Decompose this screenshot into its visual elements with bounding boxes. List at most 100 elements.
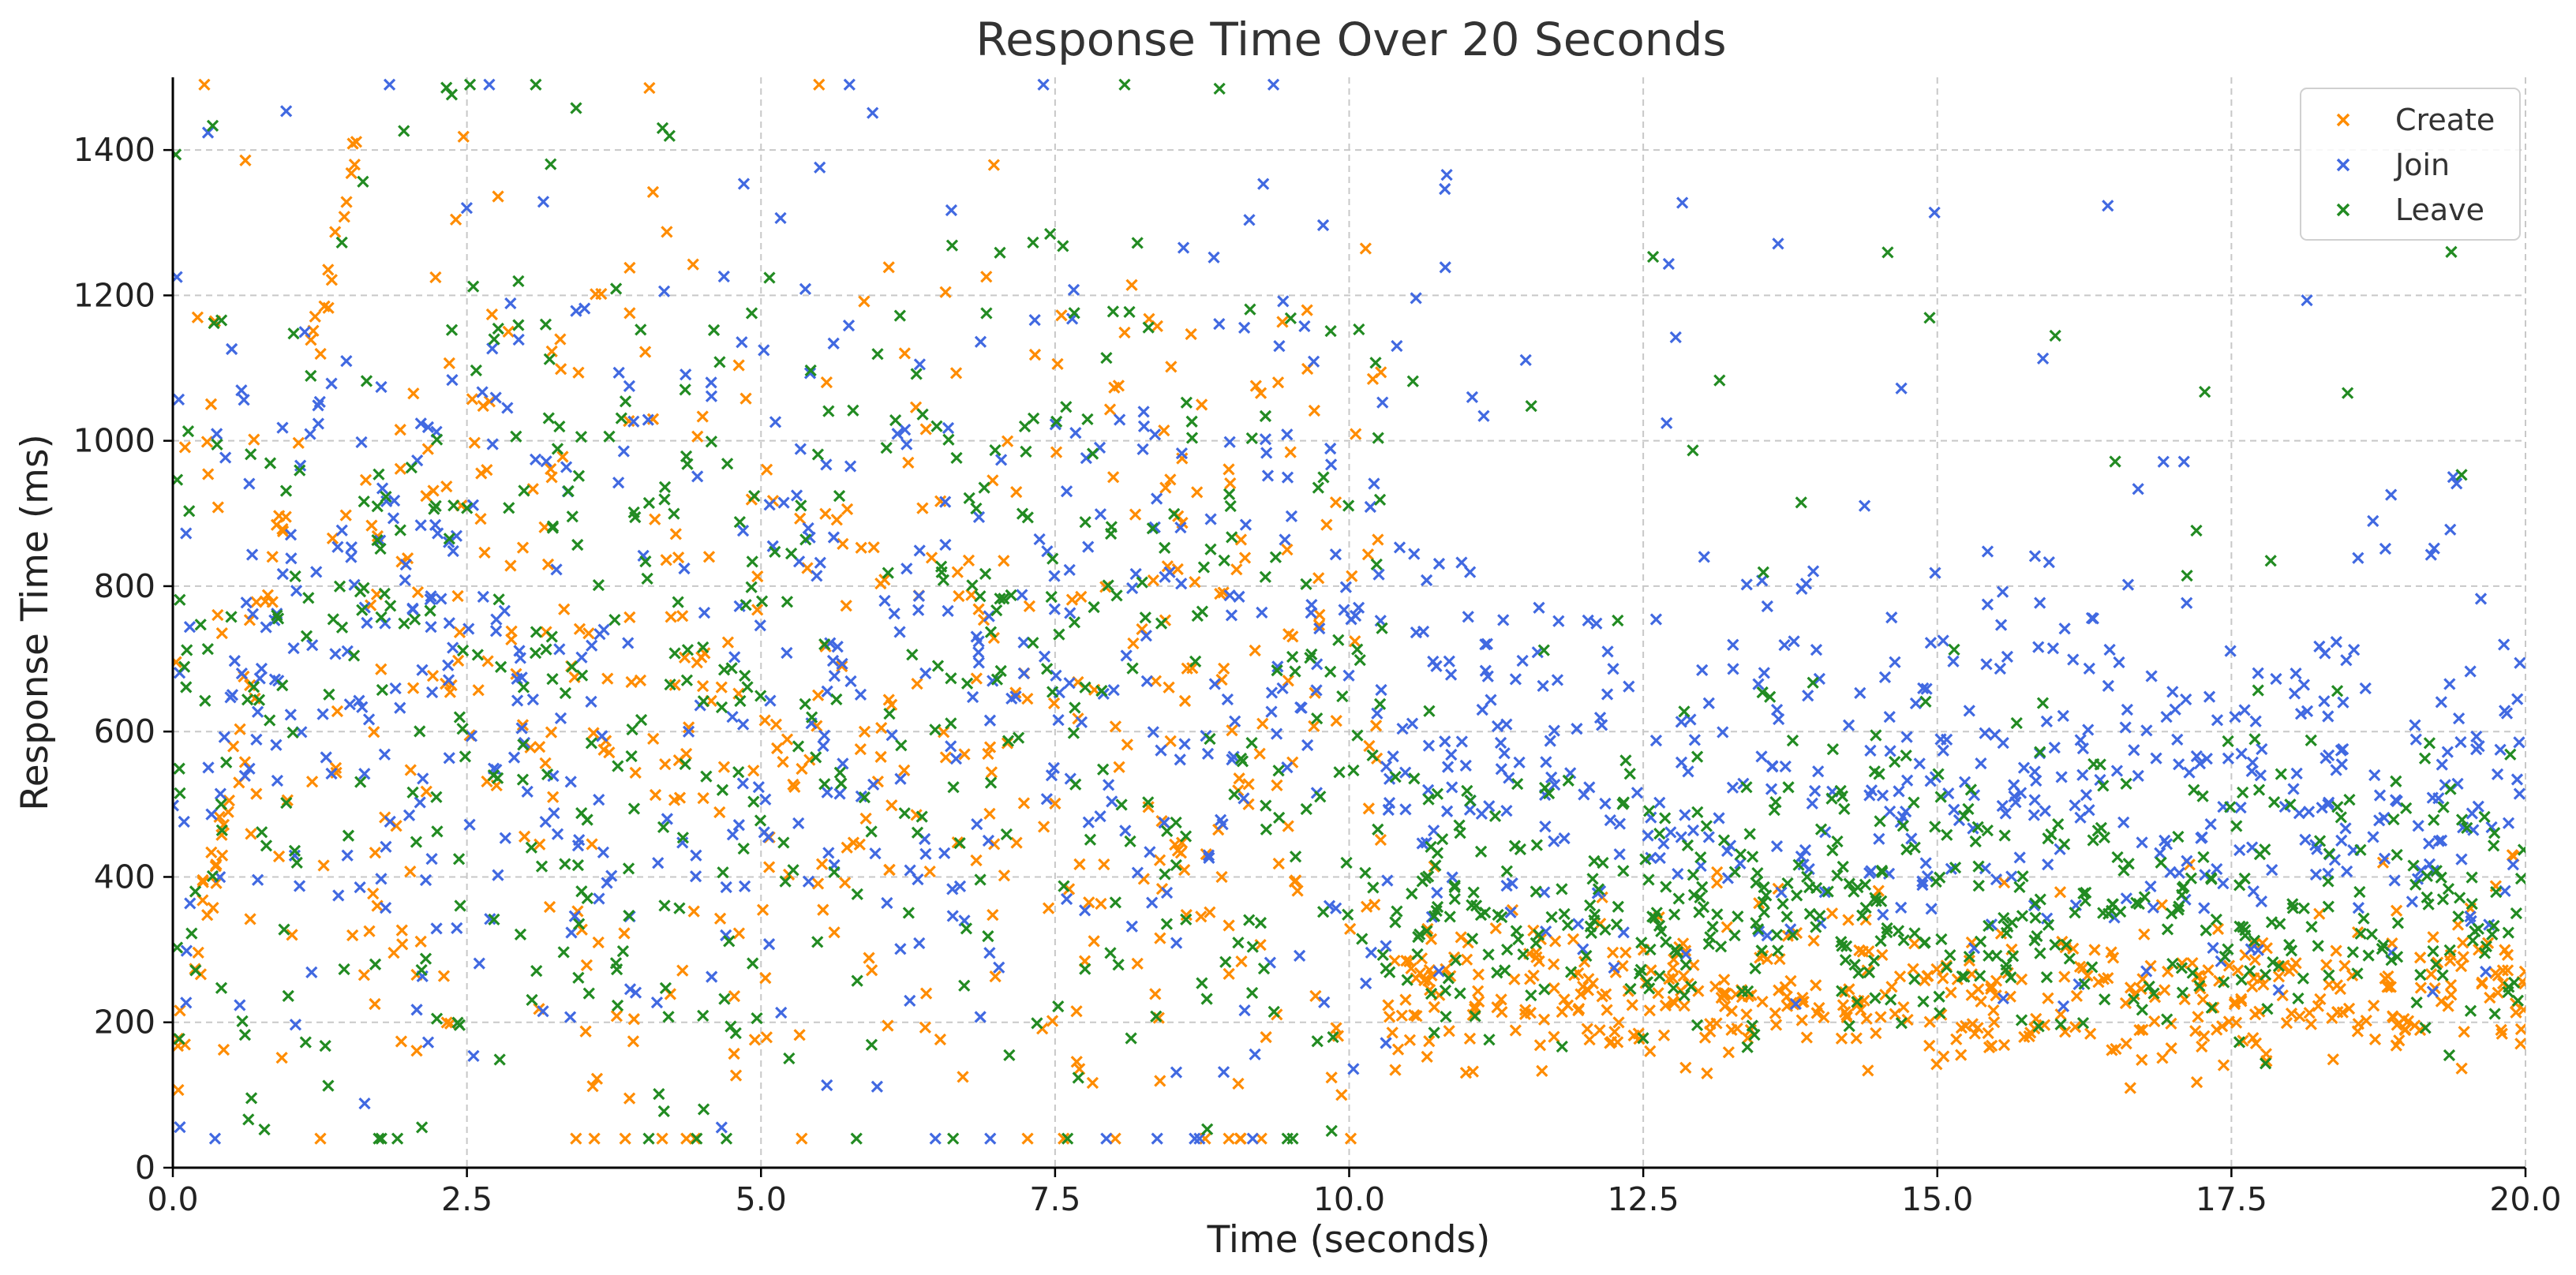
data-point [384, 815, 396, 828]
data-point [1147, 726, 1159, 738]
data-point [1300, 802, 1312, 816]
data-point [2155, 856, 2167, 869]
data-point [818, 729, 831, 742]
data-point [2385, 954, 2398, 967]
data-point [1153, 854, 1166, 866]
data-point [1968, 789, 1981, 802]
data-point [1131, 866, 1144, 879]
data-point [2511, 693, 2524, 705]
data-point [2008, 790, 2020, 803]
data-point [2514, 1038, 2525, 1050]
data-point [739, 669, 751, 682]
data-point [314, 1132, 327, 1145]
data-point [2441, 746, 2454, 758]
data-point [1627, 1029, 1640, 1042]
data-point [1901, 1013, 1914, 1026]
data-point [697, 1009, 710, 1023]
data-point [2473, 740, 2485, 753]
data-point [1859, 878, 1872, 891]
data-point [706, 970, 718, 983]
data-point [1075, 590, 1088, 604]
data-point [2488, 1008, 2501, 1020]
data-point [2513, 787, 2525, 800]
data-point [906, 649, 919, 661]
data-point [627, 415, 640, 428]
data-point [276, 421, 289, 434]
data-point [2472, 800, 2484, 813]
data-point [1548, 958, 1560, 970]
data-point [2178, 993, 2191, 1006]
data-point [570, 1132, 582, 1145]
data-point [326, 532, 339, 545]
data-point [1766, 760, 1779, 772]
data-point [1718, 974, 1731, 986]
data-point [250, 787, 263, 800]
data-point [2406, 895, 2418, 908]
data-point [1613, 848, 1626, 861]
data-point [1072, 1071, 1084, 1084]
data-point [369, 958, 382, 970]
data-point [697, 641, 710, 654]
data-point [1556, 883, 1568, 895]
data-point [408, 613, 421, 626]
data-point [554, 333, 567, 346]
data-point [1246, 940, 1259, 953]
data-point [1360, 900, 1373, 913]
data-point [2261, 1003, 2274, 1015]
data-point [215, 849, 229, 862]
data-point [1249, 380, 1262, 392]
data-point [1605, 1035, 1618, 1049]
data-point [1314, 791, 1327, 803]
data-point [1788, 635, 1800, 648]
data-point [1518, 1008, 1532, 1020]
data-point [2121, 578, 2135, 591]
data-point [1822, 885, 1834, 898]
data-point [1249, 1048, 1261, 1060]
data-point [1204, 906, 1216, 918]
data-point [1979, 862, 1992, 875]
data-point [1200, 993, 1213, 1005]
data-point [1653, 796, 1666, 809]
data-point [313, 395, 326, 408]
data-point [938, 847, 951, 859]
data-point [984, 626, 998, 638]
data-point [388, 947, 400, 959]
data-point [331, 540, 344, 553]
data-point [1148, 428, 1162, 441]
data-point [375, 1132, 388, 1145]
data-point [2518, 978, 2525, 990]
data-point [1536, 1064, 1548, 1077]
data-point [1453, 819, 1466, 832]
data-point [1685, 980, 1698, 993]
data-point [1642, 805, 1656, 817]
data-point [734, 694, 747, 708]
data-point [1260, 1030, 1272, 1044]
data-point [2338, 959, 2351, 972]
data-point [880, 441, 893, 454]
data-point [241, 694, 254, 706]
data-point [2432, 792, 2445, 805]
y-tick-label: 800 [94, 567, 155, 605]
data-point [373, 468, 385, 480]
data-point [245, 448, 257, 461]
data-point [1702, 831, 1715, 843]
data-point [2517, 843, 2525, 856]
data-point [881, 896, 893, 910]
data-point [736, 777, 749, 790]
data-point [676, 832, 690, 844]
data-point [2147, 901, 2159, 914]
series-join [173, 78, 2525, 1145]
data-point [721, 636, 735, 649]
data-point [729, 1026, 742, 1040]
data-point [1046, 552, 1059, 565]
data-point [317, 859, 330, 872]
data-point [1232, 937, 1245, 949]
data-point [1743, 828, 1756, 840]
data-point [2185, 872, 2198, 884]
data-point [1052, 713, 1065, 727]
data-point [2256, 742, 2268, 756]
data-point [1383, 1011, 1396, 1023]
data-point [1353, 323, 1365, 336]
data-point [1324, 324, 1337, 338]
data-point [2215, 1020, 2229, 1033]
